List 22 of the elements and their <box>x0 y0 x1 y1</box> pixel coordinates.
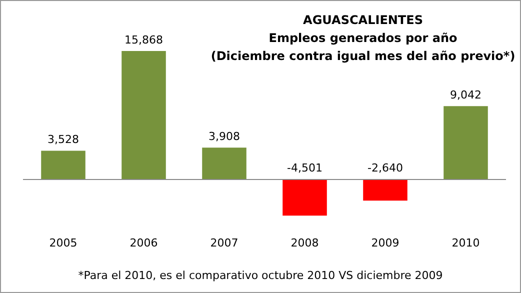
bar <box>41 150 86 180</box>
bar <box>282 179 327 216</box>
x-tick-label: 2008 <box>290 236 319 250</box>
bar <box>444 106 488 180</box>
chart-subtitle: Empleos generados por año <box>268 31 458 46</box>
x-tick-label: 2010 <box>452 236 480 250</box>
data-label: 9,042 <box>450 88 482 102</box>
x-tick-label: 2005 <box>49 236 78 250</box>
data-label: -2,640 <box>368 162 403 175</box>
bar <box>363 179 408 201</box>
data-label: 3,528 <box>48 133 79 146</box>
chart-title: AGUASCALIENTES <box>303 13 423 28</box>
x-tick-label: 2009 <box>371 236 400 250</box>
data-label: 3,908 <box>208 130 240 144</box>
data-label: -4,501 <box>287 162 322 175</box>
bar <box>202 148 246 180</box>
data-label: 15,868 <box>124 33 163 46</box>
x-tick-label: 2006 <box>130 236 158 250</box>
text: *Para el 2010, es el comparativo octubre 2010 VS diciembre 2009 <box>78 268 443 282</box>
bar <box>122 51 166 180</box>
annotation: (Diciembre contra igual mes del año previo*) <box>210 49 516 64</box>
x-tick-label: 2007 <box>210 236 238 250</box>
